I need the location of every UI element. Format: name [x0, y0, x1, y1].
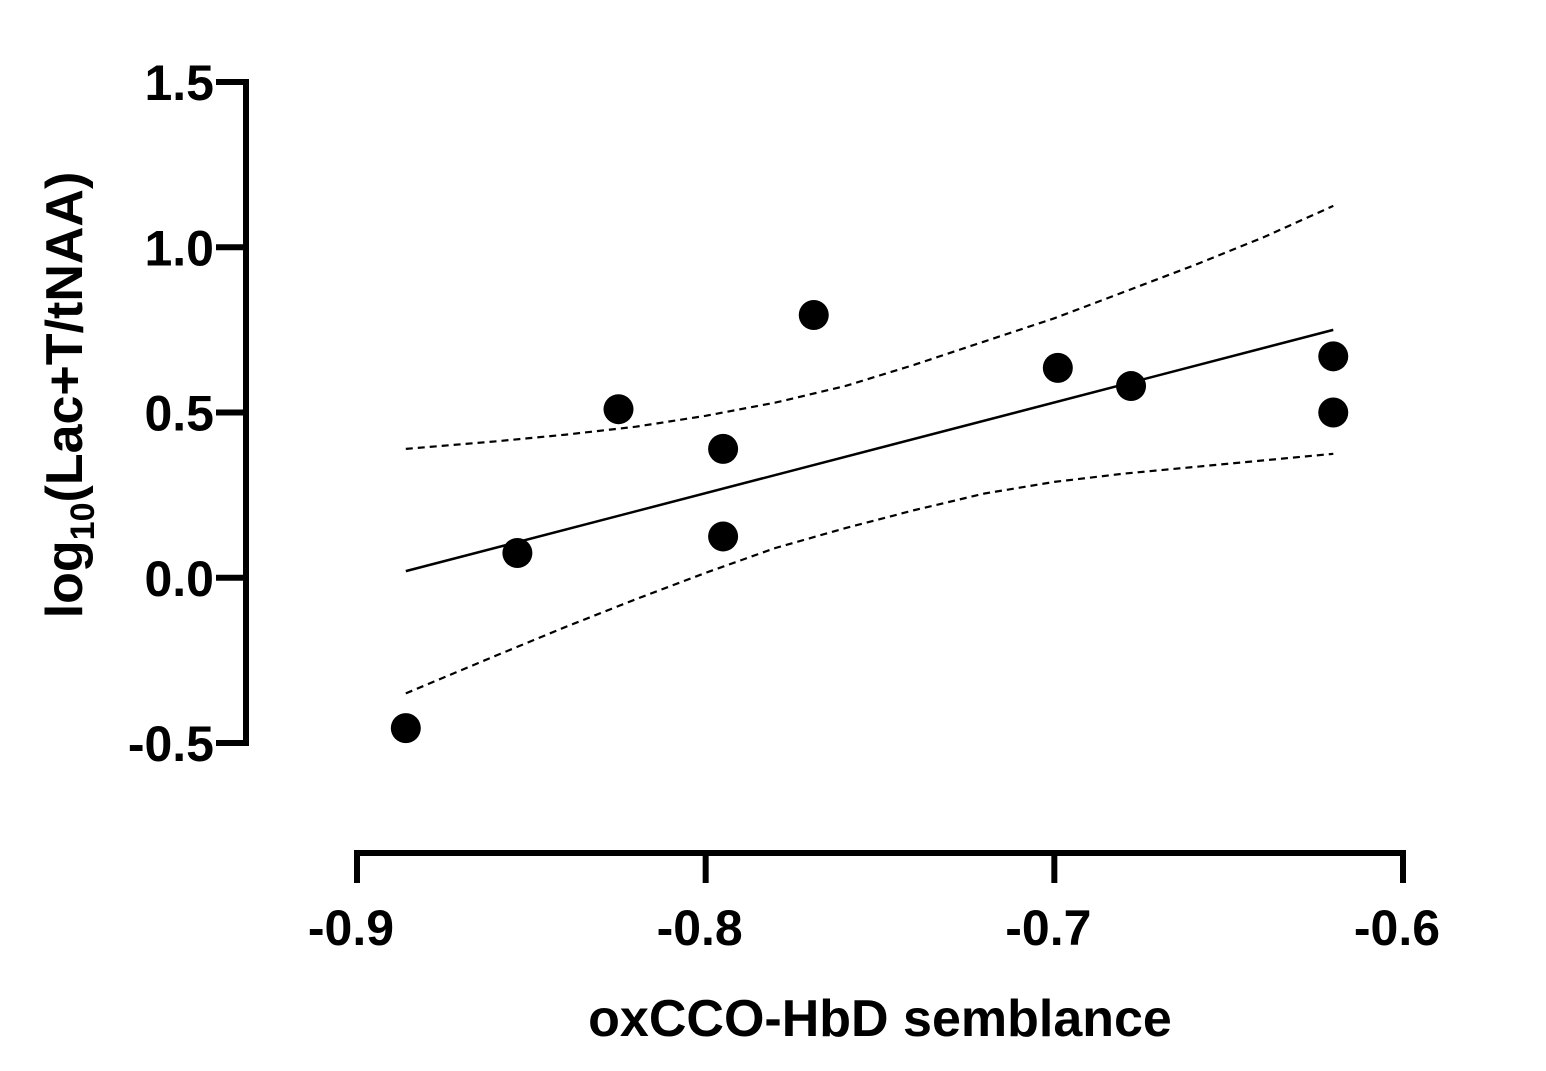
y-axis-title-log: log: [36, 540, 94, 618]
data-point: [708, 521, 739, 552]
y-axis-ticks: -0.5 0.0 0.5 1.0 1.5: [128, 55, 246, 772]
regression-fit: [405, 328, 1334, 573]
y-axis-title-quantity: (Lac+T/tNAA): [36, 172, 94, 503]
data-point: [502, 537, 533, 568]
y-tick-label: 0.0: [144, 551, 214, 607]
ci-upper-line: [405, 204, 1334, 450]
y-axis-title-subscript: 10: [64, 502, 102, 540]
data-point: [1318, 397, 1349, 428]
data-point: [708, 433, 739, 464]
x-tick-label: -0.8: [657, 900, 743, 956]
x-tick-label: -0.6: [1354, 900, 1440, 956]
y-tick-label: 0.5: [144, 386, 214, 442]
data-point: [1318, 341, 1349, 372]
y-tick-label: -0.5: [128, 716, 214, 772]
fit-line: [405, 328, 1334, 573]
x-tick-label: -0.9: [308, 900, 394, 956]
confidence-band: [405, 204, 1334, 695]
y-tick-label: 1.5: [144, 55, 214, 111]
data-points: [390, 300, 1349, 744]
y-axis-title: log10(Lac+T/tNAA): [36, 172, 102, 619]
data-point: [1042, 352, 1073, 383]
x-tick-label: -0.7: [1005, 900, 1091, 956]
ci-lower-line: [405, 452, 1334, 695]
y-tick-label: 1.0: [144, 220, 214, 276]
data-point: [798, 300, 829, 331]
data-point: [390, 713, 421, 744]
data-point: [1116, 371, 1147, 402]
x-axis-title: oxCCO-HbD semblance: [588, 990, 1172, 1048]
x-axis-ticks: -0.9 -0.8 -0.7 -0.6: [308, 853, 1440, 956]
data-point: [603, 394, 634, 425]
